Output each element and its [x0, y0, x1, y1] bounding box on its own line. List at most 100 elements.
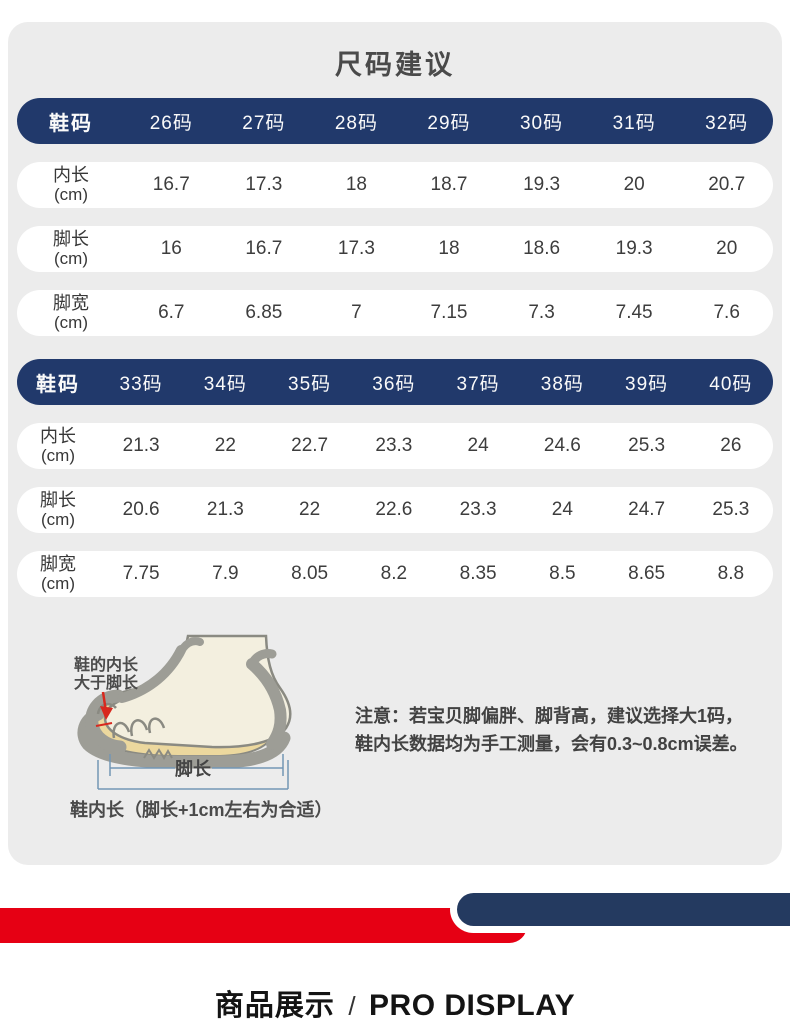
navy-divider-stripe: [457, 893, 790, 926]
size-value-cell: 22: [214, 435, 236, 456]
sole-grip-lines: [143, 748, 173, 760]
size-value-cell: 24.6: [543, 435, 581, 456]
row-label: 内长 (cm): [40, 426, 76, 466]
heel-tab: [247, 649, 277, 669]
red-divider-stripe: [0, 908, 527, 943]
size-column-header: 32码: [705, 112, 749, 134]
size-column-header: 40码: [709, 373, 753, 395]
size-value-cell: 8.5: [549, 563, 576, 584]
size-value-cell: 20: [716, 238, 738, 259]
size-column-header: 26码: [149, 112, 193, 134]
size-column-header: 28码: [334, 112, 378, 134]
size-column-header: 33码: [119, 373, 163, 395]
ankle-tab: [176, 637, 204, 658]
size-table-26-32: 鞋码 26码 27码 28码 29码 30码 31码 32码 内长 (cm) 16.7 17.3 18…: [17, 98, 773, 336]
size-value-cell: 16.7: [245, 238, 283, 259]
size-value-cell: 24: [551, 499, 573, 520]
size-table-33-40: 鞋码 33码 34码 35码 36码 37码 38码 39码 40码 内长 (cm) 21.3 22 2…: [17, 359, 773, 597]
foot-length-label: 脚长: [175, 759, 212, 779]
size-value-cell: 25.3: [628, 435, 666, 456]
size-value-cell: 8.2: [380, 563, 408, 584]
size-value-cell: 21.3: [206, 499, 244, 520]
size-value-cell: 18.7: [430, 174, 468, 195]
size-column-header: 27码: [242, 112, 286, 134]
shoe-sole: [77, 707, 291, 769]
size-table-row: 脚宽 (cm) 7.75 7.9 8.05 8.2 8.35 8.5 8.65 8.8: [17, 551, 773, 597]
size-value-cell: 8.8: [717, 563, 745, 584]
size-column-header: 34码: [203, 373, 247, 395]
size-value-cell: 19.3: [523, 174, 561, 195]
size-value-cell: 18: [345, 174, 367, 195]
size-column-header: 37码: [456, 373, 500, 395]
section-title-separator: /: [348, 991, 356, 1021]
size-value-cell: 22: [299, 499, 321, 520]
size-column-header: 31码: [612, 112, 656, 134]
size-value-cell: 7.15: [430, 302, 468, 323]
size-table-header: 鞋码 33码 34码 35码 36码 37码 38码 39码 40码: [17, 359, 773, 405]
size-guide-panel: 尺码建议 鞋码 26码 27码 28码 29码 30码 31码 32码 内长 (cm) 16.7 1…: [8, 22, 782, 865]
size-column-header: 29码: [427, 112, 471, 134]
size-value-cell: 24: [467, 435, 489, 456]
size-value-cell: 22.6: [375, 499, 413, 520]
sizing-notice: 注意：若宝贝脚偏胖、脚背高，建议选择大1码， 鞋内长数据均为手工测量，会有0.3…: [355, 702, 775, 758]
size-column-header: 30码: [519, 112, 564, 134]
page-title: 尺码建议: [335, 50, 455, 80]
size-column-header: 35码: [288, 373, 332, 395]
size-value-cell: 22.7: [291, 435, 329, 456]
size-table-row: 内长 (cm) 16.7 17.3 18 18.7 19.3 20 20.7: [17, 162, 773, 208]
size-value-cell: 6.7: [158, 302, 185, 323]
size-value-cell: 7.45: [615, 302, 653, 323]
size-value-cell: 19.3: [615, 238, 653, 259]
size-value-cell: 8.05: [291, 563, 329, 584]
size-value-cell: 8.65: [628, 563, 666, 584]
size-value-cell: 18: [438, 238, 460, 259]
section-title: 商品展示 / PRO DISPLAY: [0, 982, 790, 1024]
diagram-caption: 鞋内长（脚长+1cm左右为合适）: [70, 800, 333, 820]
section-title-cn: 商品展示: [214, 990, 335, 1022]
size-header-label: 鞋码: [36, 373, 80, 396]
size-table-row: 脚宽 (cm) 6.7 6.85 7 7.15 7.3 7.45 7.6: [17, 290, 773, 336]
annotation-line2: 大于脚长: [74, 673, 139, 692]
annotation-line1: 鞋的内长: [74, 655, 139, 674]
size-table-row: 脚长 (cm) 20.6 21.3 22 22.6 23.3 24 24.7 25.3: [17, 487, 773, 533]
size-table-header: 鞋码 26码 27码 28码 29码 30码 31码 32码: [17, 98, 773, 144]
size-value-cell: 26: [720, 435, 742, 456]
size-value-cell: 7.9: [212, 563, 239, 584]
foot-length-bracket: [109, 754, 284, 776]
notice-line1: 注意：若宝贝脚偏胖、脚背高，建议选择大1码，: [355, 706, 744, 726]
row-label: 内长 (cm): [53, 165, 89, 205]
row-label: 脚长 (cm): [40, 490, 76, 530]
size-value-cell: 16: [160, 238, 182, 259]
size-value-cell: 16.7: [152, 174, 190, 195]
inner-length-bracket: [97, 760, 289, 790]
row-label: 脚宽 (cm): [40, 554, 76, 594]
size-value-cell: 23.3: [375, 435, 413, 456]
size-value-cell: 7.6: [713, 302, 740, 323]
arrow-head: [100, 706, 113, 720]
size-value-cell: 23.3: [459, 499, 497, 520]
notice-line2: 鞋内长数据均为手工测量，会有0.3~0.8cm误差。: [355, 734, 748, 754]
size-header-label: 鞋码: [49, 112, 93, 135]
size-value-cell: 7: [351, 302, 362, 323]
size-value-cell: 6.85: [245, 302, 283, 323]
size-value-cell: 8.35: [459, 563, 497, 584]
shoe-heel: [246, 658, 287, 750]
size-value-cell: 20.6: [122, 499, 160, 520]
size-column-header: 36码: [372, 373, 416, 395]
size-value-cell: 21.3: [122, 435, 160, 456]
size-value-cell: 17.3: [337, 238, 375, 259]
size-column-header: 39码: [625, 373, 669, 395]
size-value-cell: 20.7: [708, 174, 746, 195]
size-value-cell: 17.3: [245, 174, 283, 195]
size-value-cell: 7.3: [528, 302, 555, 323]
toe-gap-mark: [95, 722, 113, 727]
row-label: 脚长 (cm): [53, 229, 89, 269]
size-value-cell: 25.3: [712, 499, 750, 520]
foot-measurement-diagram: 鞋的内长 大于脚长 脚长: [74, 634, 292, 790]
size-value-cell: 18.6: [523, 238, 561, 259]
size-value-cell: 24.7: [628, 499, 666, 520]
row-label: 脚宽 (cm): [53, 293, 89, 333]
size-value-cell: 20: [623, 174, 645, 195]
size-column-header: 38码: [540, 373, 584, 395]
size-table-row: 内长 (cm) 21.3 22 22.7 23.3 24 24.6 25.3 26: [17, 423, 773, 469]
